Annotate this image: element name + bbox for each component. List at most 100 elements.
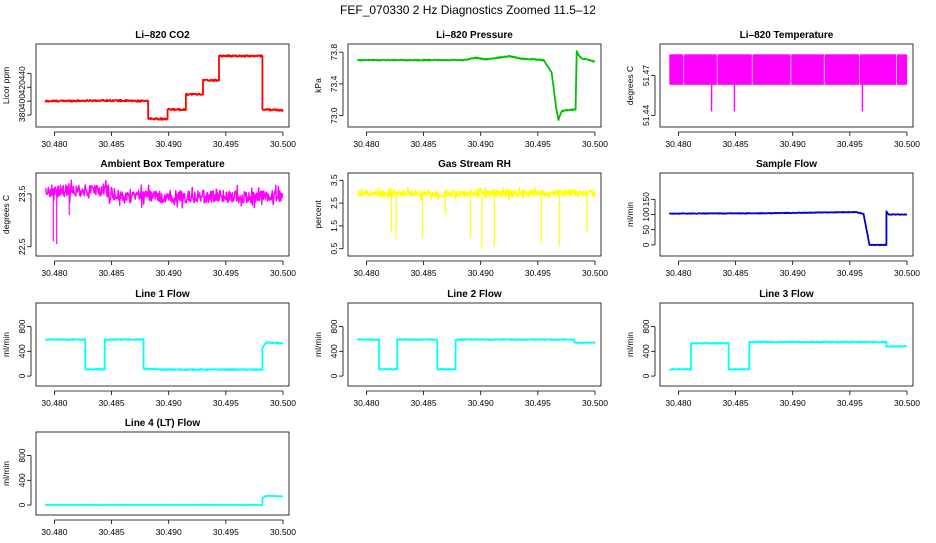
x-tick-label: 30.490 [780,268,806,278]
panel-sample-flow: Sample Flow 30.480 30.485 30.490 30.495 30.50… [624,154,936,284]
chart-title: Li–820 Temperature [740,30,834,41]
y-tick-label: 420 [17,80,27,94]
plot-frame [347,43,602,128]
x-tick-label: 30.490 [156,398,182,408]
y-tick-label: 23.5 [17,185,27,202]
y-axis-label: ml/min [313,332,323,357]
y-tick-label: 0.5 [329,243,339,255]
x-tick-label: 30.500 [582,268,608,278]
chart-title: Line 4 (LT) Flow [125,418,201,429]
x-tick-label: 30.500 [270,527,296,537]
x-tick-label: 30.480 [665,398,691,408]
chart-svg: Line 2 Flow 30.480 30.485 30.490 30.495 30.50… [313,289,608,408]
x-tick-label: 30.490 [468,398,494,408]
x-tick-label: 30.495 [837,139,863,149]
data-series-line [44,54,284,121]
x-tick-label: 30.495 [837,268,863,278]
x-tick-label: 30.490 [780,139,806,149]
y-axis-label: degrees C [625,66,635,105]
y-tick-label: 3.5 [329,174,339,186]
x-tick-label: 30.485 [723,268,749,278]
data-series-line [44,338,284,371]
x-tick-label: 30.480 [353,268,379,278]
plot-frame [35,43,290,128]
y-tick-label: 100 [641,207,651,221]
y-tick-label: 1.5 [329,220,339,232]
y-tick-label: 440 [17,66,27,80]
x-tick-label: 30.495 [213,527,239,537]
panel-pressure: Li–820 Pressure 30.480 30.485 30.490 30.495 3… [312,25,624,155]
y-tick-label: 380 [17,108,27,122]
panel-gas-stream-rh: Gas Stream RH 30.480 30.485 30.490 30.495 30.… [312,154,624,284]
y-axis-label: ml/min [1,332,11,357]
x-tick-label: 30.480 [665,139,691,149]
y-axis-label: Licor ppm [1,67,11,104]
x-tick-label: 30.500 [270,398,296,408]
y-tick-label: 51.44 [641,104,651,126]
chart-svg: Line 1 Flow 30.480 30.485 30.490 30.495 30.50… [1,289,296,408]
x-tick-label: 30.480 [41,139,67,149]
x-tick-label: 30.480 [41,268,67,278]
chart-svg: Line 4 (LT) Flow 30.480 30.485 30.490 30.495… [1,418,296,537]
chart-title: Ambient Box Temperature [100,159,225,170]
x-tick-label: 30.495 [213,139,239,149]
x-tick-label: 30.480 [353,139,379,149]
x-tick-label: 30.480 [665,268,691,278]
x-tick-label: 30.500 [582,139,608,149]
y-tick-label: 0 [641,242,651,247]
data-series-line [44,179,284,209]
x-tick-label: 30.490 [780,398,806,408]
chart-title: Li–820 CO2 [135,30,190,41]
y-tick-label: 800 [641,319,651,333]
y-tick-label: 400 [17,94,27,108]
panel-line3-flow: Line 3 Flow 30.480 30.485 30.490 30.495 30.50… [624,284,936,414]
y-tick-label: 73.8 [329,44,339,61]
x-tick-label: 30.495 [525,139,551,149]
x-tick-label: 30.495 [525,398,551,408]
x-tick-label: 30.490 [156,268,182,278]
chart-title: Li–820 Pressure [436,30,513,41]
data-series-line [356,50,596,121]
y-axis-label: kPa [313,78,323,93]
y-axis-label: ml/min [625,202,635,227]
chart-svg: Li–820 CO2 30.480 30.485 30.490 30.495 30.500… [1,30,296,149]
panel-line4-flow: Line 4 (LT) Flow 30.480 30.485 30.490 30.495… [0,413,312,543]
x-tick-label: 30.480 [353,398,379,408]
y-tick-label: 51.47 [641,65,651,87]
y-tick-label: 2.5 [329,197,339,209]
x-tick-label: 30.495 [213,398,239,408]
x-tick-label: 30.485 [99,527,125,537]
x-tick-label: 30.490 [468,139,494,149]
figure-title: FEF_070330 2 Hz Diagnostics Zoomed 11.5–… [340,3,596,17]
x-tick-label: 30.485 [411,398,437,408]
x-tick-label: 30.485 [99,398,125,408]
y-tick-label: 400 [17,344,27,358]
x-tick-label: 30.485 [411,139,437,149]
y-tick-label: 0 [329,373,339,378]
chart-svg: Ambient Box Temperature 30.480 30.485 30.49… [1,159,296,278]
y-tick-label: 22.5 [17,238,27,255]
data-series-line [44,494,284,507]
plot-frame [347,172,602,257]
y-tick-label: 73.4 [329,75,339,92]
panel-ambient-box-temperature: Ambient Box Temperature 30.480 30.485 30.49… [0,154,312,284]
y-axis-label: degrees C [1,195,11,234]
panel-co2: Li–820 CO2 30.480 30.485 30.490 30.495 30.500… [0,25,312,155]
chart-title: Line 2 Flow [447,289,502,300]
data-band [669,54,907,85]
x-tick-label: 30.485 [99,139,125,149]
x-tick-label: 30.485 [99,268,125,278]
y-tick-label: 0 [17,502,27,507]
chart-svg: Li–820 Temperature 30.480 30.485 30.490 30.4… [625,30,920,149]
plot-frame [35,431,290,516]
x-tick-label: 30.485 [723,398,749,408]
chart-title: Gas Stream RH [438,159,511,170]
y-tick-label: 0 [641,373,651,378]
plot-frame [35,172,290,257]
x-tick-label: 30.495 [837,398,863,408]
chart-title: Line 3 Flow [759,289,814,300]
x-tick-label: 30.485 [411,268,437,278]
data-series-line [356,186,596,201]
y-tick-label: 800 [17,448,27,462]
chart-svg: Sample Flow 30.480 30.485 30.490 30.495 30.50… [625,159,920,278]
